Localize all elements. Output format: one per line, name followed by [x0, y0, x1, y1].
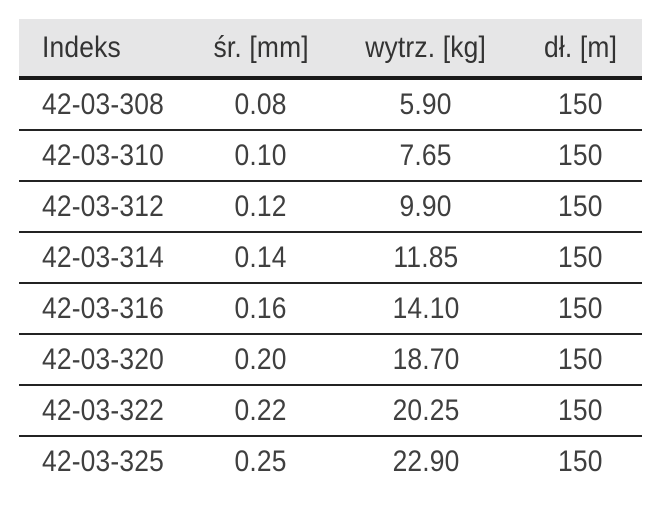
cell-indeks: 42-03-312 — [19, 190, 189, 224]
cell-diameter-value: 0.16 — [234, 291, 288, 325]
cell-diameter: 0.20 — [189, 343, 333, 377]
cell-length-value: 150 — [558, 138, 603, 172]
header-label-strength: wytrz. [kg] — [365, 30, 487, 64]
cell-strength: 18.70 — [333, 343, 519, 377]
cell-strength: 7.65 — [333, 139, 519, 173]
cell-length: 150 — [519, 343, 642, 377]
cell-strength-value: 11.85 — [393, 240, 459, 274]
cell-diameter-value: 0.22 — [234, 393, 288, 427]
cell-diameter: 0.22 — [189, 394, 333, 428]
table-row: 42-03-308 0.08 5.90 150 — [19, 80, 642, 131]
table-row: 42-03-314 0.14 11.85 150 — [19, 233, 642, 284]
header-label-length: dł. [m] — [543, 30, 618, 64]
table-row: 42-03-325 0.25 22.90 150 — [19, 437, 642, 486]
cell-indeks: 42-03-325 — [19, 445, 189, 479]
cell-diameter-value: 0.14 — [234, 240, 288, 274]
cell-indeks: 42-03-316 — [19, 292, 189, 326]
cell-indeks: 42-03-320 — [19, 343, 189, 377]
table-row: 42-03-312 0.12 9.90 150 — [19, 182, 642, 233]
table-row: 42-03-316 0.16 14.10 150 — [19, 284, 642, 335]
header-cell-diameter: śr. [mm] — [189, 31, 333, 65]
cell-diameter: 0.08 — [189, 88, 333, 122]
cell-length-value: 150 — [558, 87, 603, 121]
header-cell-strength: wytrz. [kg] — [333, 31, 519, 65]
header-label-indeks: Indeks — [42, 30, 121, 64]
cell-diameter-value: 0.25 — [234, 444, 288, 478]
cell-length-value: 150 — [558, 189, 603, 223]
cell-diameter: 0.10 — [189, 139, 333, 173]
cell-strength: 11.85 — [333, 241, 519, 275]
cell-indeks-value: 42-03-308 — [42, 87, 164, 121]
cell-indeks: 42-03-322 — [19, 394, 189, 428]
cell-length: 150 — [519, 292, 642, 326]
cell-diameter-value: 0.10 — [234, 138, 288, 172]
cell-indeks-value: 42-03-316 — [42, 291, 164, 325]
cell-indeks-value: 42-03-320 — [42, 342, 164, 376]
cell-indeks-value: 42-03-310 — [42, 138, 164, 172]
table-header-row: Indeks śr. [mm] wytrz. [kg] dł. [m] — [19, 19, 642, 80]
spec-table: Indeks śr. [mm] wytrz. [kg] dł. [m] 42-0… — [19, 19, 642, 486]
cell-indeks-value: 42-03-325 — [42, 444, 164, 478]
table-row: 42-03-320 0.20 18.70 150 — [19, 335, 642, 386]
cell-strength-value: 18.70 — [392, 342, 460, 376]
header-cell-indeks: Indeks — [19, 31, 189, 65]
cell-strength-value: 20.25 — [392, 393, 460, 427]
cell-indeks: 42-03-310 — [19, 139, 189, 173]
cell-diameter: 0.12 — [189, 190, 333, 224]
cell-indeks-value: 42-03-312 — [42, 189, 164, 223]
table-body: 42-03-308 0.08 5.90 150 42-03-310 0.10 7… — [19, 80, 642, 486]
cell-length-value: 150 — [558, 291, 603, 325]
cell-length: 150 — [519, 88, 642, 122]
cell-indeks-value: 42-03-314 — [42, 240, 164, 274]
cell-strength-value: 5.90 — [399, 87, 453, 121]
cell-length-value: 150 — [558, 393, 603, 427]
cell-indeks: 42-03-308 — [19, 88, 189, 122]
cell-strength: 9.90 — [333, 190, 519, 224]
table-row: 42-03-322 0.22 20.25 150 — [19, 386, 642, 437]
cell-diameter-value: 0.08 — [234, 87, 288, 121]
cell-strength: 14.10 — [333, 292, 519, 326]
cell-length-value: 150 — [558, 444, 603, 478]
cell-indeks-value: 42-03-322 — [42, 393, 164, 427]
cell-strength-value: 22.90 — [392, 444, 460, 478]
cell-length-value: 150 — [558, 342, 603, 376]
header-label-diameter: śr. [mm] — [213, 30, 309, 64]
cell-diameter: 0.25 — [189, 445, 333, 479]
cell-strength-value: 7.65 — [399, 138, 453, 172]
cell-diameter: 0.16 — [189, 292, 333, 326]
cell-length: 150 — [519, 394, 642, 428]
cell-length: 150 — [519, 190, 642, 224]
cell-diameter: 0.14 — [189, 241, 333, 275]
cell-length: 150 — [519, 241, 642, 275]
cell-strength-value: 9.90 — [399, 189, 453, 223]
cell-diameter-value: 0.20 — [234, 342, 288, 376]
cell-strength: 20.25 — [333, 394, 519, 428]
header-cell-length: dł. [m] — [519, 31, 642, 65]
cell-strength-value: 14.10 — [392, 291, 460, 325]
cell-diameter-value: 0.12 — [234, 189, 288, 223]
cell-length: 150 — [519, 139, 642, 173]
cell-indeks: 42-03-314 — [19, 241, 189, 275]
cell-strength: 5.90 — [333, 88, 519, 122]
cell-length-value: 150 — [558, 240, 603, 274]
table-row: 42-03-310 0.10 7.65 150 — [19, 131, 642, 182]
cell-strength: 22.90 — [333, 445, 519, 479]
cell-length: 150 — [519, 445, 642, 479]
